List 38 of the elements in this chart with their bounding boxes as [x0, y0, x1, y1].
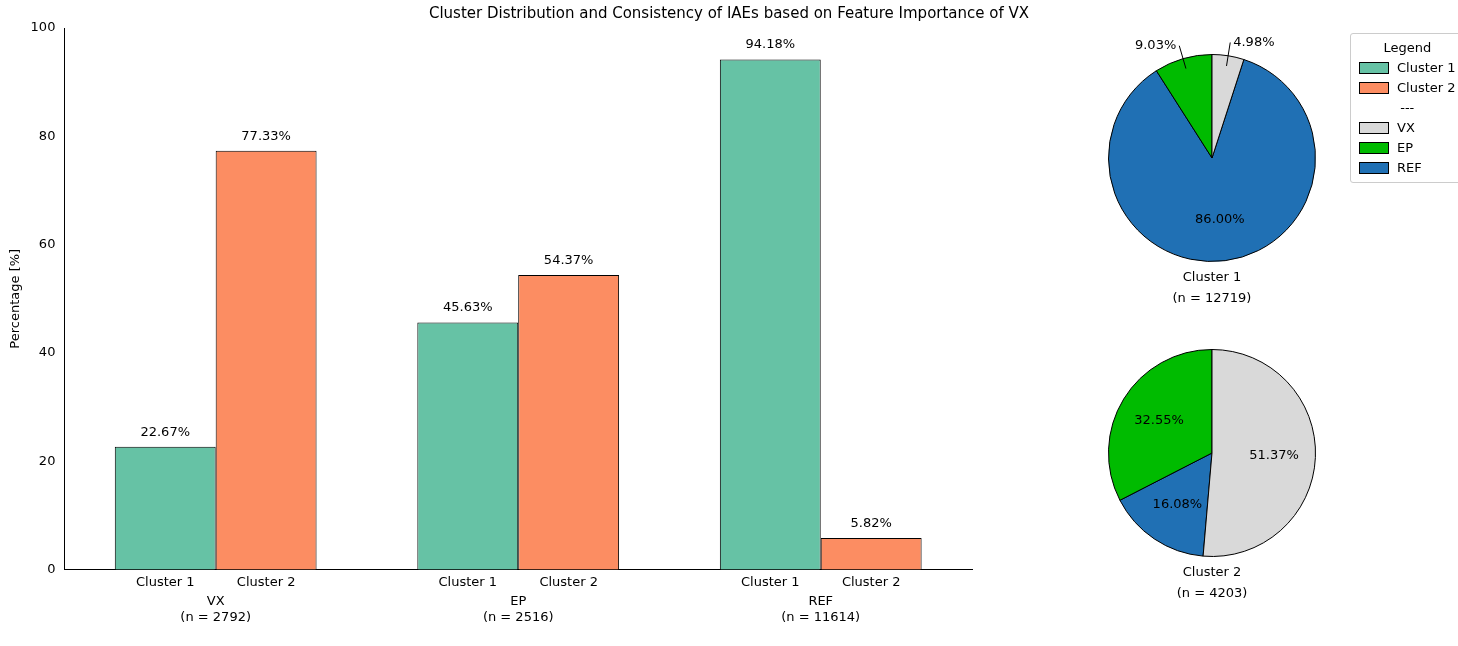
- y-tick-label: 40: [38, 344, 56, 360]
- legend-label: Cluster 1: [1397, 59, 1456, 77]
- text: Cluster 1: [135, 574, 195, 590]
- data-label: 45.63%: [442, 299, 493, 315]
- data-label: 51.37%: [1249, 447, 1299, 463]
- data-label: 54.37%: [543, 251, 594, 267]
- data-label: 16.08%: [1152, 495, 1203, 511]
- data-label: 32.55%: [1134, 412, 1184, 428]
- text: Cluster 1: [438, 574, 498, 590]
- data-label: 86.00%: [1195, 210, 1245, 226]
- text: Cluster 2: [539, 574, 598, 590]
- data-label: 22.67%: [140, 423, 191, 439]
- y-tick-label: 100: [30, 19, 56, 35]
- x-tick-label: EP (n = 2516): [482, 593, 554, 625]
- y-axis-title: Percentage [%]: [7, 248, 23, 349]
- y-tick-label: 60: [38, 235, 56, 251]
- text: Cluster 1 (n = 12719): [1171, 268, 1253, 307]
- legend-label: EP: [1397, 139, 1414, 157]
- data-label: 9.03%: [1134, 37, 1177, 53]
- chart-title: Cluster Distribution and Consistency of IAEs based on Feature Importance of VX: [428, 4, 1030, 22]
- text: Cluster 2: [236, 574, 296, 590]
- data-label: 4.98%: [1233, 33, 1275, 49]
- legend-label: Cluster 2: [1397, 79, 1456, 97]
- legend-title: ---: [1399, 99, 1416, 117]
- data-label: 5.82%: [850, 514, 892, 530]
- text: Cluster 2: [841, 574, 901, 590]
- x-tick-label: REF (n = 11614): [781, 593, 861, 625]
- legend-title: Legend: [1382, 39, 1433, 57]
- legend-label: VX: [1397, 119, 1415, 137]
- y-tick-label: 80: [38, 127, 56, 143]
- data-label: 77.33%: [241, 127, 291, 143]
- text: Cluster 1: [741, 574, 800, 590]
- x-tick-label: VX (n = 2792): [180, 593, 251, 625]
- y-tick-label: 0: [47, 560, 56, 576]
- legend-label: REF: [1397, 159, 1422, 177]
- text: Cluster 2 (n = 4203): [1175, 563, 1249, 602]
- data-label: 94.18%: [745, 36, 796, 52]
- y-tick-label: 20: [38, 452, 56, 468]
